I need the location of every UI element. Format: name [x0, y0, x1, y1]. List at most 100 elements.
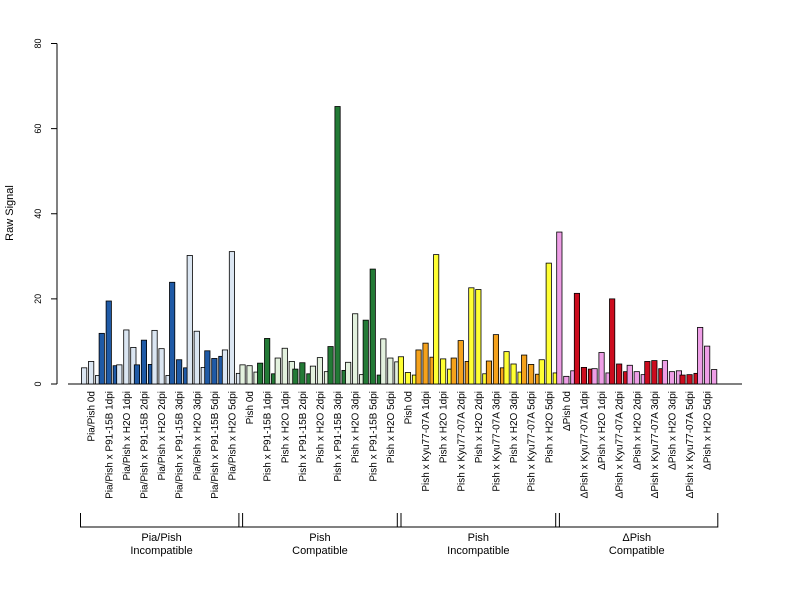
x-tick-label: Pia/Pish 0d: [87, 391, 98, 442]
x-tick-label: Pish x P91-15B 3dpi: [333, 391, 344, 482]
x-tick-label: Pish 0d: [245, 391, 256, 424]
group-sublabel: Compatible: [609, 545, 665, 557]
x-tick-label: Pia/Pish x H2O 1dpi: [122, 391, 133, 481]
bar: [651, 360, 658, 385]
x-tick-label: ΔPish x H2O 1dpi: [597, 391, 608, 470]
bar: [281, 347, 288, 385]
bar: [158, 348, 165, 385]
bar: [133, 364, 141, 385]
x-tick-label: Pish x Kyu77-07A 3dpi: [491, 391, 502, 492]
x-tick-label: Pish x H2O 3dpi: [351, 391, 362, 463]
bar: [193, 330, 200, 385]
bar: [457, 340, 464, 385]
bar: [239, 364, 246, 385]
bar: [591, 368, 598, 385]
bar: [573, 292, 580, 385]
group-label: Pia/Pish: [141, 532, 181, 544]
group-label: ΔPish: [622, 532, 651, 544]
bar: [264, 338, 271, 385]
y-tick-label: 60: [33, 124, 43, 134]
bar: [661, 360, 668, 385]
x-tick-label: ΔPish x H2O 3dpi: [667, 391, 678, 470]
bar: [334, 106, 341, 385]
x-tick-label: Pia/Pish x H2O 3dpi: [192, 391, 203, 481]
bar: [475, 289, 482, 385]
x-tick-label: Pia/Pish x H2O 5dpi: [227, 391, 238, 481]
group-sublabel: Incompatible: [447, 545, 509, 557]
bar: [81, 367, 88, 385]
group-label: Pish: [468, 532, 489, 544]
x-tick-label: Pish x Kyu77-07A 1dpi: [421, 391, 432, 492]
y-tick-label: 80: [33, 38, 43, 48]
x-tick-label: Pia/Pish x H2O 2dpi: [157, 391, 168, 481]
bars: [68, 106, 742, 385]
y-tick-label: 20: [33, 294, 43, 304]
x-tick-label: Pish x H2O 1dpi: [439, 391, 450, 463]
x-tick-label: Pish x H2O 5dpi: [544, 391, 555, 463]
bar: [686, 374, 693, 385]
bar: [644, 361, 651, 385]
bar: [711, 369, 718, 385]
x-tick-label: Pish x P91-15B 1dpi: [263, 391, 274, 482]
x-tick-label: Pish x P91-15B 2dpi: [298, 391, 309, 482]
bar: [538, 359, 545, 385]
group-bracket: [555, 513, 719, 528]
x-tick-label: Pish x H2O 2dpi: [315, 391, 326, 463]
bar: [176, 359, 183, 385]
y-axis: 0 20 40 60 80: [33, 38, 58, 387]
x-tick-label: Pish x H2O 2dpi: [474, 391, 485, 463]
bar: [116, 364, 123, 385]
group-sublabel: Incompatible: [130, 545, 192, 557]
bar: [345, 361, 352, 385]
bar: [88, 361, 95, 385]
group-bracket: [238, 513, 402, 528]
bar: [485, 360, 492, 385]
group-sublabel: Compatible: [292, 545, 348, 557]
bar: [422, 342, 429, 385]
bar: [704, 345, 711, 385]
bar: [140, 339, 148, 385]
x-tick-label: Pish x H2O 5dpi: [386, 391, 397, 463]
x-tick-label: Pish x H2O 1dpi: [280, 391, 291, 463]
group-label: Pish: [309, 532, 330, 544]
bar: [151, 329, 158, 385]
x-tick-label: Pia/Pish x P91-15B 3dpi: [175, 391, 186, 499]
bar: [228, 251, 236, 385]
bar: [616, 363, 623, 385]
bar: [609, 298, 616, 385]
bar: [492, 334, 499, 385]
bar: [697, 326, 704, 385]
bar: [415, 349, 422, 385]
bar: [679, 374, 686, 385]
bar: [510, 363, 517, 385]
bar: [397, 356, 404, 385]
bar: [387, 357, 394, 385]
x-tick-label: Pish x Kyu77-07A 2dpi: [456, 391, 467, 492]
group-bracket: [396, 513, 560, 528]
x-tick-label: Pish 0d: [403, 391, 414, 424]
bar: [186, 255, 193, 385]
bar: [246, 365, 253, 385]
bar: [105, 300, 112, 385]
x-tick-label: ΔPish 0d: [562, 391, 573, 431]
bar: [440, 358, 447, 385]
bar: [169, 281, 176, 385]
bar: [626, 364, 633, 385]
bar: [369, 268, 376, 385]
y-axis-label: Raw Signal: [4, 185, 16, 241]
bar: [563, 375, 570, 385]
bar: [528, 364, 535, 385]
x-tick-label: Pia/Pish x P91-15B 1dpi: [104, 391, 115, 499]
bar: [633, 371, 640, 385]
bar: [556, 231, 563, 385]
group-bracket: [80, 513, 244, 528]
bar: [362, 319, 369, 385]
x-tick-label: Pish x H2O 3dpi: [509, 391, 520, 463]
x-tick-label: ΔPish x Kyu77-07A 2dpi: [615, 391, 626, 498]
bar: [668, 371, 675, 385]
x-tick-label: Pish x Kyu77-07A 5dpi: [527, 391, 538, 492]
x-tick-label: ΔPish x H2O 2dpi: [632, 391, 643, 470]
x-tick-label: ΔPish x Kyu77-07A 1dpi: [579, 391, 590, 498]
bar: [98, 332, 105, 385]
bar: [257, 362, 264, 385]
